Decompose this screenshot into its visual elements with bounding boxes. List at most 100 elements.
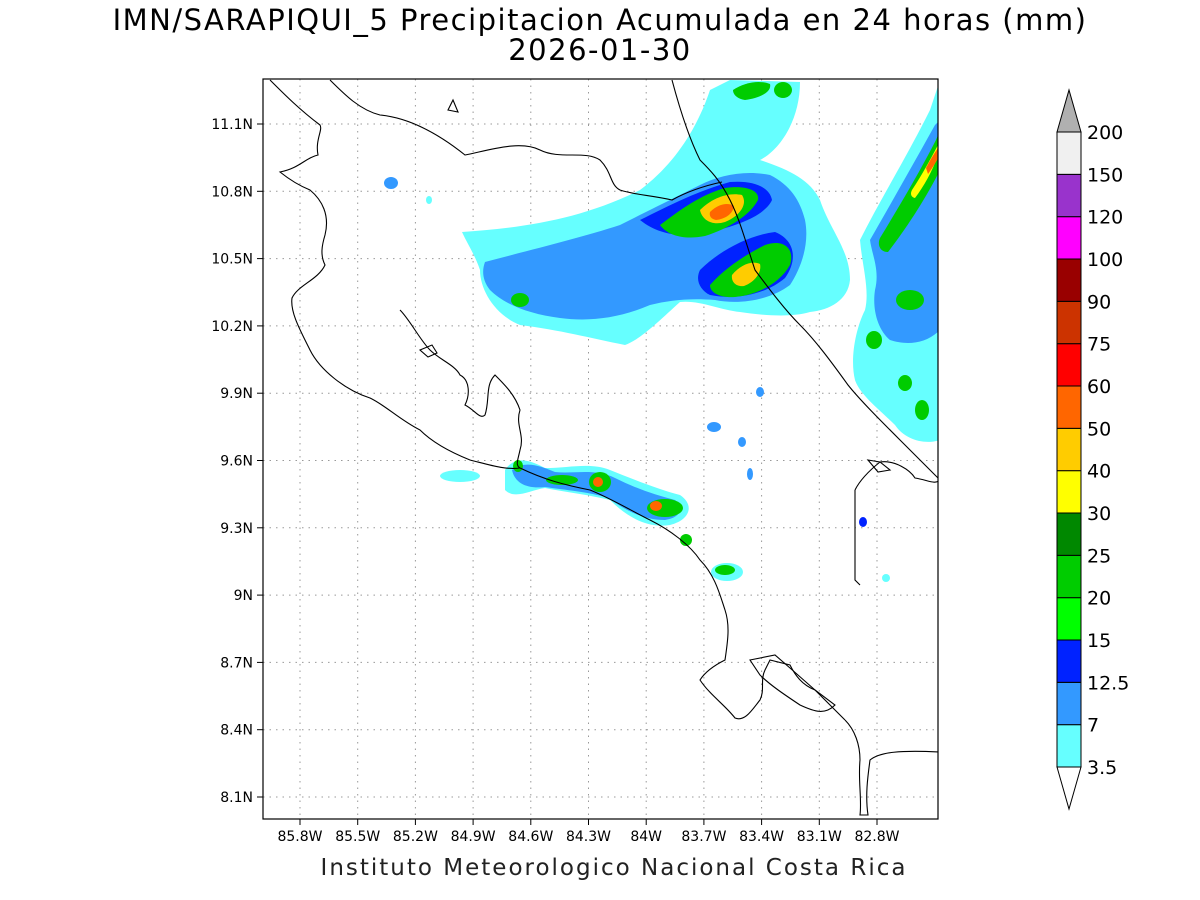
precip-east-20 <box>878 135 938 252</box>
lake-island <box>418 344 438 358</box>
precip-scattered-g <box>738 437 746 447</box>
lat-tick-label: 10.2N <box>211 319 253 335</box>
grid-lines <box>263 79 938 819</box>
lon-tick-label: 82.8W <box>854 829 899 845</box>
colorbar-segment <box>1056 258 1082 302</box>
colorbar-segment <box>1056 724 1082 768</box>
lat-tick-label: 8.1N <box>220 790 253 806</box>
lat-tick-label: 9.9N <box>220 386 253 402</box>
precip-scattered-h <box>882 574 890 582</box>
colorbar-label: 200 <box>1087 122 1123 144</box>
lat-tick-label: 10.5N <box>211 252 253 268</box>
lon-tick-label: 84.9W <box>451 829 496 845</box>
lat-tick-label: 9.3N <box>220 521 253 537</box>
precip-scattered-i <box>747 468 753 480</box>
colorbar-segment <box>1056 131 1082 175</box>
colorbar-label: 60 <box>1087 376 1111 398</box>
colorbar-segment <box>1056 385 1082 429</box>
lon-tick-label: 85.8W <box>277 829 322 845</box>
precip-pacific-cell-e-core <box>715 565 735 575</box>
precip-pacific-cell-b <box>546 475 578 485</box>
precip-cell-7a <box>511 293 529 307</box>
axis-labels: 85.8W 85.5W 85.2W 84.9W 84.6W 84.3W 84W 83.7W 83… <box>211 117 899 845</box>
colorbar-label: 20 <box>1087 588 1111 610</box>
precip-scattered-f <box>756 387 764 397</box>
colorbar-bottom-arrow <box>1056 766 1082 811</box>
precip-scattered-a <box>440 470 480 482</box>
precip-pacific-cell-c-core <box>593 477 603 487</box>
map-title: IMN/SARAPIQUI_5 Precipitacion Acumulada … <box>112 3 1088 37</box>
precip-east-cell-d <box>896 290 924 310</box>
colorbar-label: 3.5 <box>1087 757 1117 779</box>
burica-point <box>844 719 938 816</box>
precip-scattered-d <box>426 196 432 204</box>
colorbar-top-arrow <box>1056 88 1082 133</box>
lon-tick-label: 83.1W <box>797 829 842 845</box>
colorbar-segment <box>1056 512 1082 556</box>
colorbar-label: 12.5 <box>1087 672 1129 694</box>
colorbar-segment <box>1056 470 1082 514</box>
lon-tick-label: 85.2W <box>393 829 438 845</box>
credit-text: Instituto Meteorologico Nacional Costa R… <box>320 855 908 881</box>
plot-frame <box>262 78 939 820</box>
lon-tick-label: 84W <box>630 829 662 845</box>
colorbar-segment <box>1056 173 1082 218</box>
lat-tick-label: 10.8N <box>211 184 253 200</box>
colorbar-segment <box>1056 639 1082 683</box>
precip-east-30 <box>911 145 938 198</box>
lon-tick-label: 83.4W <box>739 829 784 845</box>
colorbar-segment <box>1056 681 1082 726</box>
pacific-coast-south <box>519 467 846 721</box>
precip-scattered-e <box>859 517 867 527</box>
nicaragua-coast <box>269 79 521 469</box>
lon-tick-label: 84.3W <box>566 829 611 845</box>
colorbar-label: 30 <box>1087 503 1111 525</box>
precip-east-cell-a <box>866 331 882 349</box>
colorbar-label: 50 <box>1087 418 1111 440</box>
precip-core-40b <box>731 262 761 287</box>
colorbar-segment <box>1056 427 1082 472</box>
lon-tick-label: 83.7W <box>681 829 726 845</box>
precip-scattered-c <box>384 177 398 189</box>
colorbar-segment <box>1056 300 1082 345</box>
precip-core-50a <box>709 204 734 220</box>
colorbar-label: 7 <box>1087 715 1099 737</box>
colorbar-label: 150 <box>1087 164 1123 186</box>
lat-tick-label: 8.4N <box>220 723 253 739</box>
precip-pacific-cell-d-core <box>650 501 662 511</box>
precip-core-20d <box>774 82 792 98</box>
map-date: 2026-01-30 <box>508 33 692 67</box>
lat-tick-label: 9.6N <box>220 454 253 470</box>
precip-core-20c <box>733 82 771 100</box>
colorbar-segment <box>1056 343 1082 387</box>
colorbar-label: 90 <box>1087 291 1111 313</box>
lat-tick-label: 9N <box>234 588 253 604</box>
colorbar-label: 75 <box>1087 334 1111 356</box>
precip-east-cell-b <box>898 375 912 391</box>
colorbar-segment <box>1056 216 1082 260</box>
lake-shore <box>329 79 723 201</box>
lat-tick-label: 8.7N <box>220 655 253 671</box>
colorbar-label: 15 <box>1087 630 1111 652</box>
precipitation-field <box>384 80 938 582</box>
colorbar-legend: 3.5 7 12.5 15 20 25 30 40 50 60 75 90 100 120 150 200 <box>1056 88 1129 811</box>
colorbar-label: 120 <box>1087 207 1123 229</box>
lon-tick-label: 85.5W <box>335 829 380 845</box>
colorbar-label: 25 <box>1087 545 1111 567</box>
nicoya-peninsula <box>399 309 522 469</box>
colorbar-label: 100 <box>1087 249 1123 271</box>
precip-east-cell-c <box>915 400 929 420</box>
north-island <box>447 98 459 113</box>
osa-peninsula <box>749 654 836 712</box>
lon-tick-label: 84.6W <box>508 829 553 845</box>
precip-scattered-b <box>707 422 721 432</box>
caribbean-coast <box>671 79 938 479</box>
bocas-island <box>866 459 892 473</box>
lat-tick-label: 11.1N <box>211 117 253 133</box>
panama-border-west <box>854 490 861 586</box>
colorbar-label: 40 <box>1087 461 1111 483</box>
colorbar-segment <box>1056 597 1082 641</box>
colorbar-segment <box>1056 554 1082 599</box>
panama-border <box>854 461 938 491</box>
